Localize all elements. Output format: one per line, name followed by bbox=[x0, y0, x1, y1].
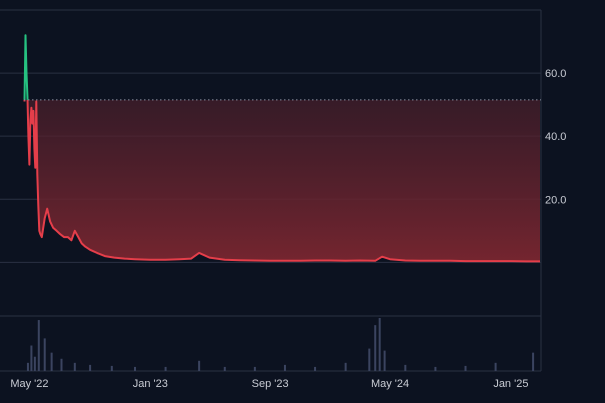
volume-bar bbox=[344, 362, 347, 371]
volume-bar bbox=[89, 364, 92, 371]
volume-bar bbox=[43, 338, 46, 371]
x-axis: May '22 Jan '23 Sep '23 May '24 Jan '25 bbox=[10, 378, 528, 390]
x-tick-label: May '22 bbox=[10, 378, 48, 390]
volume-bar bbox=[223, 366, 226, 371]
volume-bar bbox=[494, 362, 497, 371]
volume-bar bbox=[33, 356, 36, 371]
volume-bar bbox=[314, 366, 317, 371]
volume-bars bbox=[26, 318, 535, 371]
volume-bar bbox=[383, 350, 386, 371]
x-tick-label: Jan '25 bbox=[493, 378, 528, 390]
volume-bar bbox=[253, 366, 256, 371]
price-area-fill bbox=[24, 99, 540, 262]
y-tick-label: 40.0 bbox=[545, 131, 566, 143]
volume-bar bbox=[368, 348, 371, 371]
price-area bbox=[24, 99, 540, 262]
volume-bar bbox=[404, 364, 407, 371]
volume-bar bbox=[133, 366, 136, 371]
y-tick-label: 20.0 bbox=[545, 194, 566, 206]
x-tick-label: Sep '23 bbox=[252, 378, 289, 390]
price-line bbox=[23, 34, 540, 263]
volume-bar bbox=[60, 358, 63, 371]
volume-bar bbox=[37, 320, 40, 371]
volume-bar bbox=[532, 352, 535, 371]
volume-bar bbox=[378, 318, 381, 371]
y-tick-label: 60.0 bbox=[545, 68, 566, 80]
y-axis: 20.0 40.0 60.0 bbox=[545, 68, 566, 206]
volume-bar bbox=[30, 345, 33, 371]
volume-bar bbox=[110, 365, 113, 371]
volume-bar bbox=[164, 366, 167, 371]
volume-bar bbox=[198, 360, 201, 371]
volume-bar bbox=[464, 365, 467, 371]
price-line-below-baseline bbox=[23, 99, 540, 263]
volume-bar bbox=[26, 362, 29, 371]
volume-bar bbox=[73, 362, 76, 371]
volume-bar bbox=[434, 366, 437, 371]
x-tick-label: Jan '23 bbox=[133, 378, 168, 390]
x-tick-label: May '24 bbox=[371, 378, 409, 390]
volume-bar bbox=[283, 364, 286, 371]
volume-bar bbox=[374, 325, 377, 371]
volume-bar bbox=[50, 352, 53, 371]
